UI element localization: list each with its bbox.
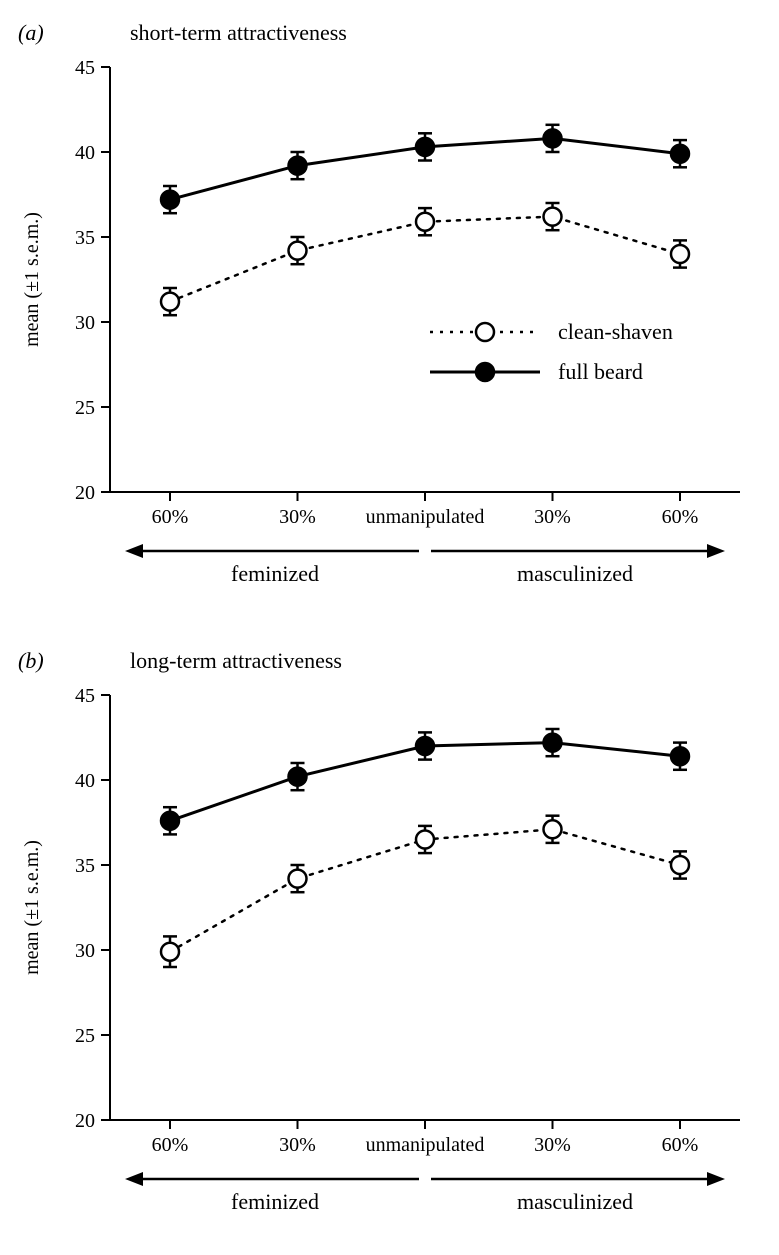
marker-full_beard [544, 734, 562, 752]
x-tick-label: 60% [662, 506, 699, 528]
x-tick-label: 30% [534, 506, 571, 528]
y-tick-label: 20 [75, 1110, 95, 1132]
direction-right-label: masculinized [517, 561, 633, 586]
marker-clean_shaven [671, 245, 689, 263]
panel-label-a: (a) [18, 20, 44, 45]
marker-full_beard [416, 737, 434, 755]
panel-label-b: (b) [18, 648, 44, 673]
y-tick-label: 40 [75, 142, 95, 164]
direction-left-label: feminized [231, 1189, 319, 1214]
marker-clean_shaven [416, 213, 434, 231]
panel-title-b: long-term attractiveness [130, 648, 342, 673]
y-tick-label: 35 [75, 855, 95, 877]
x-tick-label: unmanipulated [366, 1134, 485, 1156]
marker-clean_shaven [289, 870, 307, 888]
legend-label: full beard [558, 359, 643, 384]
figure-svg: (a) short-term attractiveness 20 25 30 35 40 45… [0, 0, 779, 1255]
x-tick-label: 60% [662, 1134, 699, 1156]
x-tick-label: 30% [279, 1134, 316, 1156]
y-tick-label: 40 [75, 770, 95, 792]
y-tick-label: 30 [75, 940, 95, 962]
legend-marker [476, 323, 494, 341]
y-tick-label: 45 [75, 685, 95, 707]
y-tick-label: 30 [75, 312, 95, 334]
x-tick-label: 30% [534, 1134, 571, 1156]
direction-left-label: feminized [231, 561, 319, 586]
marker-clean_shaven [289, 242, 307, 260]
marker-full_beard [161, 812, 179, 830]
x-tick-label: unmanipulated [366, 506, 485, 528]
y-axis-label: mean (±1 s.e.m.) [21, 840, 43, 975]
marker-full_beard [289, 157, 307, 175]
y-tick-label: 20 [75, 482, 95, 504]
panel-title-a: short-term attractiveness [130, 20, 347, 45]
legend-marker [476, 363, 494, 381]
marker-full_beard [161, 191, 179, 209]
marker-full_beard [416, 138, 434, 156]
marker-clean_shaven [416, 831, 434, 849]
y-tick-label: 45 [75, 57, 95, 79]
y-tick-label: 35 [75, 227, 95, 249]
direction-right-label: masculinized [517, 1189, 633, 1214]
marker-clean_shaven [161, 293, 179, 311]
y-axis-label: mean (±1 s.e.m.) [21, 212, 43, 347]
x-tick-label: 30% [279, 506, 316, 528]
x-tick-label: 60% [152, 1134, 189, 1156]
marker-clean_shaven [161, 943, 179, 961]
marker-full_beard [544, 129, 562, 147]
marker-full_beard [671, 747, 689, 765]
marker-full_beard [289, 768, 307, 786]
marker-full_beard [671, 145, 689, 163]
marker-clean_shaven [544, 820, 562, 838]
x-tick-label: 60% [152, 506, 189, 528]
marker-clean_shaven [544, 208, 562, 226]
legend-label: clean-shaven [558, 319, 673, 344]
marker-clean_shaven [671, 856, 689, 874]
y-tick-label: 25 [75, 397, 95, 419]
y-tick-label: 25 [75, 1025, 95, 1047]
